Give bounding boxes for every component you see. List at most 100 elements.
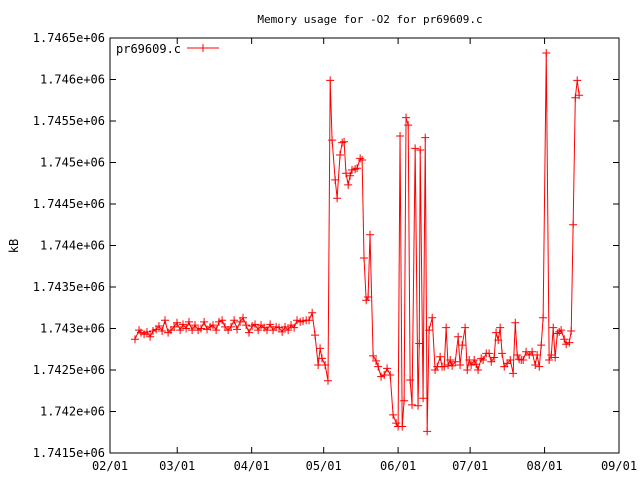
data-point: [353, 164, 362, 173]
data-point: [408, 400, 417, 409]
data-point: [431, 366, 440, 374]
data-point: [383, 364, 392, 373]
x-tick-label: 04/01: [234, 459, 270, 473]
data-point: [557, 326, 566, 335]
data-point: [419, 394, 428, 403]
data-point: [290, 323, 299, 332]
data-point: [209, 321, 217, 330]
data-point: [456, 361, 465, 370]
data-point: [519, 356, 528, 365]
chart-title: Memory usage for -O2 for pr69609.c: [257, 13, 482, 26]
legend: pr69609.c: [116, 42, 219, 56]
data-point: [342, 169, 351, 178]
data-point: [251, 320, 260, 329]
data-point: [316, 344, 325, 353]
data-point: [575, 91, 584, 100]
data-point: [284, 326, 293, 335]
data-point: [233, 325, 242, 334]
data-point: [239, 313, 248, 322]
data-point: [485, 349, 494, 358]
data-point: [467, 361, 476, 370]
data-point: [498, 349, 507, 358]
data-point: [411, 144, 420, 153]
data-point: [515, 355, 524, 364]
series-line: [134, 52, 580, 432]
data-point: [146, 332, 155, 341]
data-point: [278, 327, 287, 336]
y-tick-label: 1.743e+06: [40, 322, 105, 336]
data-point: [487, 357, 496, 366]
data-point: [573, 76, 582, 85]
data-point: [196, 324, 205, 333]
x-tick-label: 02/01: [92, 459, 128, 473]
plot-frame: [109, 37, 620, 454]
data-point: [398, 422, 407, 431]
data-point: [346, 171, 355, 180]
data-point: [528, 347, 537, 356]
data-point: [386, 370, 395, 379]
data-point: [442, 323, 451, 332]
data-point: [360, 253, 369, 262]
data-point: [333, 194, 342, 203]
y-axis-label: kB: [7, 239, 21, 253]
data-point: [366, 230, 375, 239]
data-point: [340, 137, 349, 146]
data-point: [178, 320, 187, 329]
data-point: [545, 356, 554, 365]
data-point: [311, 331, 320, 340]
data-point: [474, 366, 483, 374]
x-tick-label: 06/01: [380, 459, 416, 473]
series-pr69609: [130, 48, 584, 436]
x-tick-label: 09/01: [601, 459, 637, 473]
data-point: [531, 361, 540, 370]
data-point: [338, 138, 347, 147]
data-point: [551, 353, 560, 362]
data-point: [535, 362, 544, 371]
data-point: [182, 324, 191, 333]
data-point: [314, 361, 323, 370]
data-point: [513, 351, 522, 360]
data-point: [416, 146, 425, 155]
data-point: [212, 326, 221, 335]
data-point: [444, 361, 453, 370]
data-point: [463, 366, 472, 374]
data-point: [549, 323, 558, 332]
data-point: [372, 356, 381, 365]
data-point: [415, 339, 424, 348]
data-point: [200, 317, 209, 326]
data-point: [331, 175, 340, 184]
y-tick-label: 1.746e+06: [40, 73, 105, 87]
data-point: [553, 329, 562, 338]
data-point: [324, 376, 333, 385]
x-tick-label: 03/01: [159, 459, 195, 473]
data-point: [362, 296, 371, 305]
data-point: [328, 136, 337, 145]
data-point: [423, 427, 432, 436]
data-point: [436, 352, 445, 361]
data-point: [142, 327, 151, 336]
data-point: [154, 322, 163, 331]
data-point: [374, 362, 383, 371]
data-point: [406, 375, 415, 384]
data-point: [305, 316, 314, 325]
data-point: [567, 326, 576, 335]
data-point: [170, 322, 179, 331]
data-point: [336, 151, 345, 160]
x-tick-label: 05/01: [306, 459, 342, 473]
x-tick-label: 08/01: [527, 459, 563, 473]
data-point: [511, 318, 520, 327]
data-point: [356, 154, 365, 163]
data-point: [448, 361, 457, 370]
data-point: [321, 361, 330, 370]
y-axis-ticks: 1.7415e+06 1.742e+06 1.7425e+06 1.743e+06 1.…: [33, 31, 619, 460]
data-point: [496, 323, 505, 332]
y-tick-label: 1.742e+06: [40, 405, 105, 419]
data-point: [242, 321, 251, 330]
data-point: [184, 317, 193, 326]
x-axis-ticks: 02/01 03/01 04/01 05/01 06/01 07/01 08/01 09/01: [92, 38, 637, 473]
data-point: [414, 401, 423, 410]
data-point: [421, 133, 430, 142]
legend-label: pr69609.c: [116, 42, 181, 56]
data-point: [477, 354, 486, 363]
